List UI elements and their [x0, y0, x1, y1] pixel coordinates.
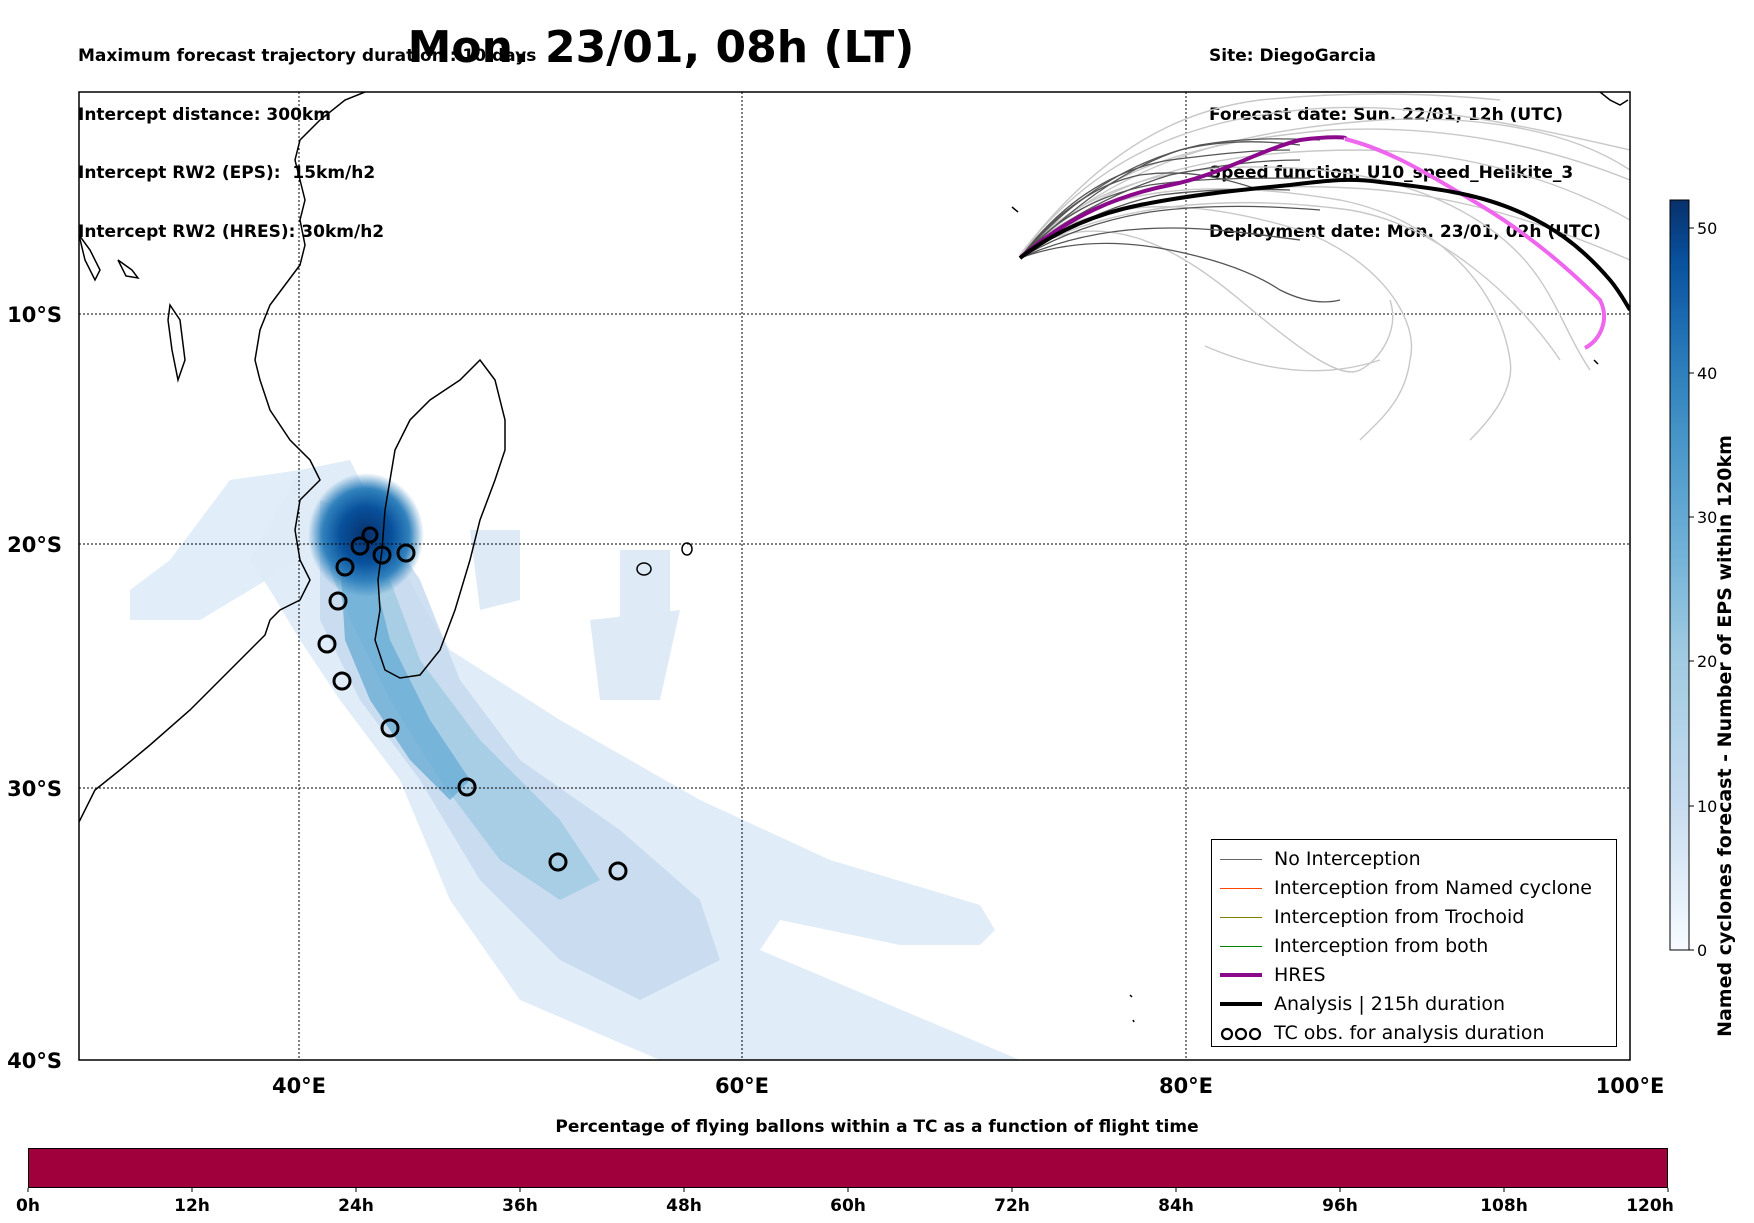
legend-item: Interception from Trochoid — [1212, 903, 1616, 932]
colorbar-tick-label: 40 — [1697, 364, 1717, 383]
legend-label: Interception from both — [1274, 935, 1489, 957]
lat-label: 20°S — [7, 533, 62, 557]
colorbar-title: Named cyclones forecast - Number of EPS … — [1714, 435, 1736, 1037]
page-title: Mon. 23/01, 08h (LT) — [407, 22, 915, 73]
hres-trajectory-tail — [1344, 137, 1606, 350]
tc-obs-icon — [1220, 1027, 1262, 1041]
bar-tick-label: 24h — [338, 1196, 374, 1216]
bar-tick-label: 84h — [1158, 1196, 1194, 1216]
legend-swatch — [1220, 888, 1262, 889]
bar-tick-label: 36h — [502, 1196, 538, 1216]
legend-item: Interception from both — [1212, 932, 1616, 961]
colorbar-tick-label: 10 — [1697, 797, 1717, 816]
legend-label: No Interception — [1274, 848, 1421, 870]
bar-tick-label: 108h — [1480, 1196, 1528, 1216]
lat-label: 30°S — [7, 777, 62, 801]
legend-label: HRES — [1274, 964, 1326, 986]
eps-density-field — [130, 460, 1020, 1060]
colorbar-ticks — [1689, 227, 1694, 951]
legend-swatch — [1220, 917, 1262, 918]
legend-item: Interception from Named cyclone — [1212, 874, 1616, 903]
tc-observations — [317, 526, 628, 881]
legend-item: Analysis | 215h duration — [1212, 990, 1616, 1019]
legend-label: TC obs. for analysis duration — [1274, 1022, 1545, 1044]
colorbar-tick-label: 20 — [1697, 652, 1717, 671]
map-legend: No Interception Interception from Named … — [1211, 839, 1617, 1047]
lon-label: 40°E — [272, 1074, 326, 1098]
legend-label: Analysis | 215h duration — [1274, 993, 1506, 1015]
bar-tick-label: 60h — [830, 1196, 866, 1216]
eps-trajectories-light — [1019, 93, 1630, 441]
lon-label: 80°E — [1159, 1074, 1213, 1098]
header-line: Maximum forecast trajectory duration : 1… — [78, 46, 537, 66]
legend-item: No Interception — [1212, 845, 1616, 874]
header-line: Intercept distance: 300km — [78, 104, 331, 125]
header-right-info: Site: DiegoGarcia Forecast date: Sun. 22… — [1209, 8, 1601, 262]
legend-swatch — [1220, 859, 1262, 860]
header-line: Intercept RW2 (EPS): 15km/h2 — [78, 163, 376, 183]
bar-tick-label: 120h — [1626, 1196, 1674, 1216]
header-line: Site: DiegoGarcia — [1209, 46, 1376, 66]
colorbar-tick-label: 50 — [1697, 219, 1717, 238]
header-line: Intercept RW2 (HRES): 30km/h2 — [78, 221, 385, 242]
coastlines — [79, 92, 1629, 1023]
legend-label: Interception from Trochoid — [1274, 906, 1525, 928]
legend-swatch — [1220, 946, 1262, 947]
bottom-bar-ticks — [27, 1188, 1669, 1192]
bar-tick-label: 48h — [666, 1196, 702, 1216]
bar-tick-label: 0h — [16, 1196, 40, 1216]
bottom-bar-title: Percentage of flying ballons within a TC… — [555, 1117, 1199, 1137]
lon-label: 100°E — [1596, 1074, 1665, 1098]
lat-label: 40°S — [7, 1049, 62, 1073]
map-area — [79, 92, 1630, 1060]
lat-label: 10°S — [7, 303, 62, 327]
legend-item: TC obs. for analysis duration — [1212, 1019, 1616, 1048]
header-left-info: Maximum forecast trajectory duration : 1… — [78, 8, 536, 262]
legend-label: Interception from Named cyclone — [1274, 877, 1592, 899]
hres-trajectory — [1018, 135, 1348, 260]
colorbar — [1669, 199, 1690, 951]
bar-tick-label: 12h — [174, 1196, 210, 1216]
map-frame — [78, 91, 1631, 1061]
flight-time-bar — [28, 1148, 1668, 1188]
legend-swatch — [1220, 973, 1262, 977]
analysis-trajectory — [1018, 177, 1630, 312]
colorbar-tick-label: 30 — [1697, 508, 1717, 527]
bar-tick-label: 72h — [994, 1196, 1030, 1216]
colorbar-tick-label: 0 — [1697, 941, 1707, 960]
bar-tick-label: 96h — [1322, 1196, 1358, 1216]
lon-label: 60°E — [715, 1074, 769, 1098]
legend-swatch — [1220, 1002, 1262, 1006]
legend-item: HRES — [1212, 961, 1616, 990]
